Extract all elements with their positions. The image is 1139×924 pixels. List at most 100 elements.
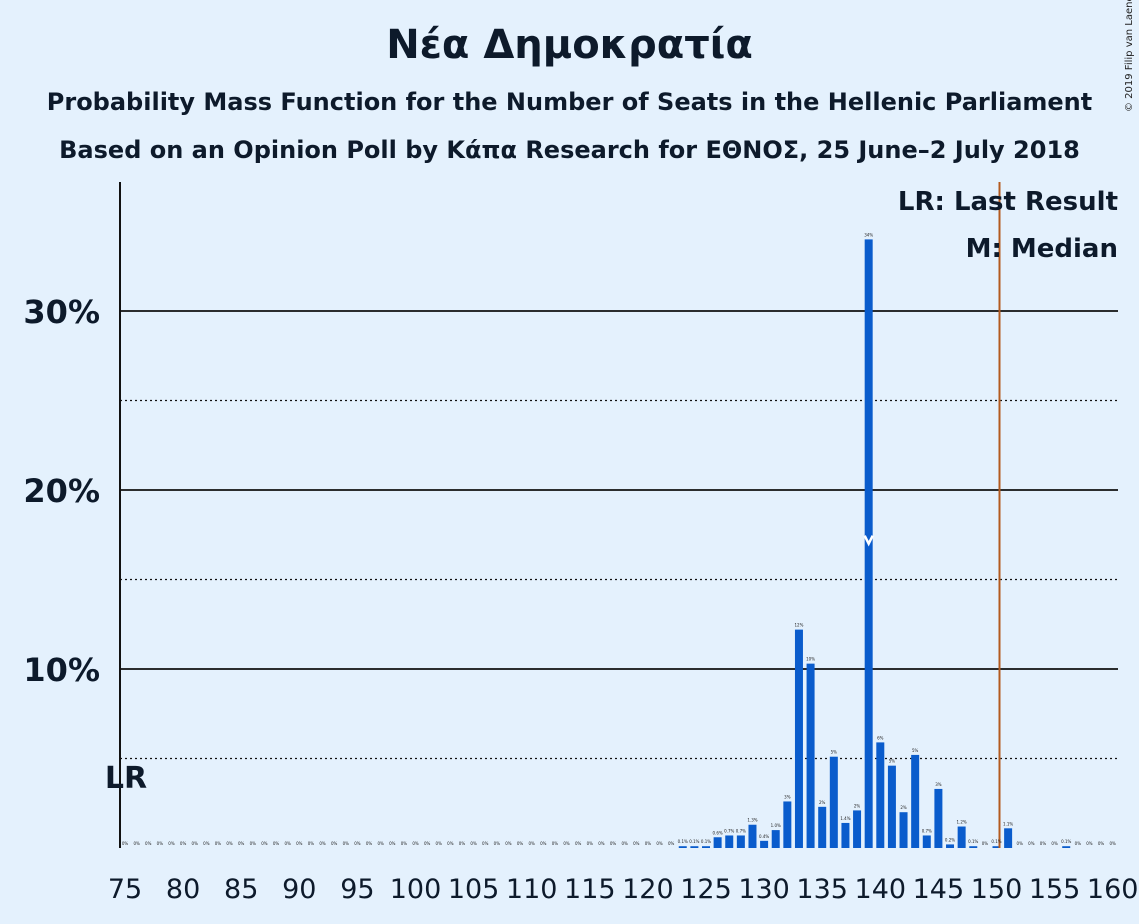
bar-label-seat-115: 0% bbox=[587, 841, 594, 846]
bar-label-seat-158: 0% bbox=[1086, 841, 1093, 846]
bar-seat-156 bbox=[1062, 846, 1071, 848]
x-tick-label: 95 bbox=[340, 874, 374, 905]
y-tick-label: 30% bbox=[23, 293, 100, 331]
bar-seat-133 bbox=[794, 629, 803, 848]
x-tick-label: 120 bbox=[622, 874, 674, 905]
bar-seat-146 bbox=[946, 844, 955, 848]
bar-seat-141 bbox=[887, 765, 896, 848]
bar-label-seat-112: 0% bbox=[552, 841, 559, 846]
bar-label-seat-120: 0% bbox=[645, 841, 652, 846]
gridlines bbox=[120, 310, 1118, 760]
chart-subtitle-2: Based on an Opinion Poll by Κάπα Researc… bbox=[59, 136, 1080, 164]
bar-label-seat-148: 0.1% bbox=[968, 839, 978, 844]
bar-label-seat-149: 0% bbox=[982, 841, 989, 846]
bar-label-seat-98: 0% bbox=[389, 841, 396, 846]
bar-seat-138 bbox=[853, 810, 862, 848]
bar-seat-143 bbox=[911, 754, 920, 848]
bar-label-seat-122: 0% bbox=[668, 841, 675, 846]
bar-label-seat-135: 2% bbox=[819, 800, 826, 805]
bar-data-labels: 0% 0% 0% 0% 0% 0% 0% 0% 0% 0% 0% 0% 0% 0% 0% 0% 0% 0% 0% 0%… bbox=[122, 232, 1116, 846]
bar-label-seat-157: 0% bbox=[1075, 841, 1082, 846]
bar-label-seat-83: 0% bbox=[215, 841, 222, 846]
bar-label-seat-105: 0% bbox=[470, 841, 477, 846]
bar-label-seat-127: 0.7% bbox=[724, 828, 734, 833]
bar-label-seat-88: 0% bbox=[273, 841, 280, 846]
bar-label-seat-130: 0.4% bbox=[759, 834, 769, 839]
bar-label-seat-95: 0% bbox=[354, 841, 361, 846]
bar-label-seat-126: 0.6% bbox=[713, 830, 723, 835]
bar-label-seat-154: 0% bbox=[1040, 841, 1047, 846]
bar-label-seat-123: 0.1% bbox=[678, 839, 688, 844]
bar-label-seat-80: 0% bbox=[180, 841, 187, 846]
bar-label-seat-84: 0% bbox=[226, 841, 233, 846]
bar-label-seat-96: 0% bbox=[366, 841, 373, 846]
bar-seat-125 bbox=[702, 846, 710, 848]
x-tick-label: 160 bbox=[1087, 874, 1139, 905]
x-tick-label: 140 bbox=[855, 874, 907, 905]
bar-label-seat-153: 0% bbox=[1028, 841, 1035, 846]
bar-label-seat-92: 0% bbox=[319, 841, 326, 846]
bar-label-seat-145: 3% bbox=[935, 782, 942, 787]
median-marker bbox=[863, 535, 874, 547]
bar-seat-132 bbox=[783, 801, 792, 848]
bar-seat-144 bbox=[922, 835, 931, 848]
bar-seat-151 bbox=[1004, 828, 1013, 848]
bar-label-seat-94: 0% bbox=[343, 841, 350, 846]
bar-label-seat-151: 1.1% bbox=[1003, 821, 1013, 826]
bar-label-seat-128: 0.7% bbox=[736, 828, 746, 833]
bar-label-seat-116: 0% bbox=[598, 841, 605, 846]
bar-seat-129 bbox=[748, 824, 757, 848]
bar-label-seat-155: 0% bbox=[1051, 841, 1058, 846]
x-tick-label: 75 bbox=[108, 874, 142, 905]
bar-label-seat-121: 0% bbox=[656, 841, 663, 846]
bar-label-seat-75: 0% bbox=[122, 841, 129, 846]
bar-label-seat-79: 0% bbox=[168, 841, 175, 846]
x-tick-label: 105 bbox=[448, 874, 500, 905]
bar-label-seat-89: 0% bbox=[285, 841, 292, 846]
bar-label-seat-146: 0.2% bbox=[945, 837, 955, 842]
bar-label-seat-109: 0% bbox=[517, 841, 524, 846]
bar-label-seat-152: 0% bbox=[1017, 841, 1024, 846]
bar-label-seat-93: 0% bbox=[331, 841, 338, 846]
bar-label-seat-129: 1.3% bbox=[747, 818, 757, 823]
bar-label-seat-118: 0% bbox=[621, 841, 628, 846]
bar-label-seat-111: 0% bbox=[540, 841, 547, 846]
x-tick-label: 85 bbox=[224, 874, 258, 905]
bar-label-seat-76: 0% bbox=[133, 841, 140, 846]
bar-label-seat-134: 10% bbox=[806, 657, 815, 662]
y-tick-label: 10% bbox=[23, 651, 100, 689]
bar-seat-123 bbox=[678, 846, 687, 848]
x-tick-label: 130 bbox=[738, 874, 790, 905]
bar-label-seat-78: 0% bbox=[157, 841, 164, 846]
bar-label-seat-159: 0% bbox=[1098, 841, 1105, 846]
bar-label-seat-85: 0% bbox=[238, 841, 245, 846]
bar-label-seat-141: 5% bbox=[889, 759, 896, 764]
bar-label-seat-144: 0.7% bbox=[922, 828, 932, 833]
bar-label-seat-147: 1.2% bbox=[957, 820, 967, 825]
x-tick-label: 150 bbox=[971, 874, 1023, 905]
x-tick-label: 115 bbox=[564, 874, 616, 905]
bar-label-seat-131: 1.0% bbox=[771, 823, 781, 828]
bar-seat-128 bbox=[736, 835, 745, 848]
bar-seat-134 bbox=[806, 663, 815, 848]
legend-last-result: LR: Last Result bbox=[898, 187, 1118, 217]
bar-label-seat-124: 0.1% bbox=[689, 839, 699, 844]
bar-label-seat-160: 0% bbox=[1110, 841, 1117, 846]
bar-seat-136 bbox=[829, 756, 838, 848]
bar-seat-130 bbox=[760, 840, 769, 848]
x-tick-label: 155 bbox=[1029, 874, 1081, 905]
lr-marker-label: LR bbox=[105, 761, 147, 796]
bar-label-seat-86: 0% bbox=[250, 841, 257, 846]
y-tick-label: 20% bbox=[23, 472, 100, 510]
bar-series bbox=[678, 182, 1071, 848]
bar-seat-145 bbox=[934, 788, 943, 848]
x-tick-label: 125 bbox=[680, 874, 732, 905]
bar-label-seat-137: 1.4% bbox=[840, 816, 850, 821]
bar-label-seat-125: 0.1% bbox=[701, 839, 711, 844]
bar-label-seat-133: 12% bbox=[795, 623, 804, 628]
x-tick-label: 80 bbox=[166, 874, 200, 905]
bar-seat-148 bbox=[969, 846, 978, 848]
bar-label-seat-104: 0% bbox=[459, 841, 466, 846]
bar-label-seat-150: 0.1% bbox=[991, 839, 1001, 844]
